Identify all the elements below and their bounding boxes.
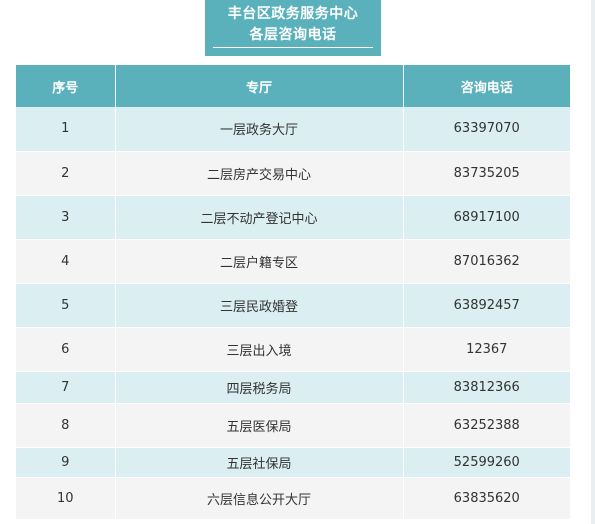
table-row: 7 四层税务局 83812366 [16, 371, 570, 404]
table-header-row: 序号 专厅 咨询电话 [16, 65, 570, 107]
cell-index: 4 [16, 239, 116, 284]
title-banner: 丰台区政务服务中心 各层咨询电话 [205, 0, 381, 56]
table-row: 9 五层社保局 52599260 [16, 447, 570, 478]
cell-index: 10 [16, 477, 116, 520]
table-row: 10 六层信息公开大厅 63835620 [16, 477, 570, 520]
cell-hall: 六层信息公开大厅 [115, 477, 404, 520]
table-body: 1 一层政务大厅 63397070 2 二层房产交易中心 83735205 3 … [16, 107, 570, 520]
cell-phone: 87016362 [403, 239, 570, 284]
table-row: 2 二层房产交易中心 83735205 [16, 151, 570, 196]
cell-phone: 83735205 [403, 151, 570, 196]
table-row: 5 三层民政婚登 63892457 [16, 283, 570, 328]
table-row: 3 二层不动产登记中心 68917100 [16, 195, 570, 240]
cell-index: 1 [16, 107, 116, 152]
cell-phone: 63397070 [403, 107, 570, 152]
cell-index: 9 [16, 447, 116, 478]
cell-index: 2 [16, 151, 116, 196]
table-row: 8 五层医保局 63252388 [16, 403, 570, 448]
cell-index: 8 [16, 403, 116, 448]
title-divider [213, 47, 373, 48]
header-hall: 专厅 [115, 65, 404, 107]
cell-index: 5 [16, 283, 116, 328]
phone-table: 序号 专厅 咨询电话 1 一层政务大厅 63397070 2 二层房产交易中心 … [16, 65, 570, 520]
cell-hall: 三层出入境 [115, 327, 404, 372]
page-subtitle: 各层咨询电话 [249, 27, 337, 43]
cell-hall: 二层不动产登记中心 [115, 195, 404, 240]
page-title: 丰台区政务服务中心 [227, 6, 359, 22]
cell-index: 7 [16, 371, 116, 404]
phone-table-container: 序号 专厅 咨询电话 1 一层政务大厅 63397070 2 二层房产交易中心 … [16, 65, 570, 520]
cell-index: 3 [16, 195, 116, 240]
cell-hall: 四层税务局 [115, 371, 404, 404]
cell-phone: 63835620 [403, 477, 570, 520]
cell-hall: 五层医保局 [115, 403, 404, 448]
header-index: 序号 [16, 65, 116, 107]
table-row: 4 二层户籍专区 87016362 [16, 239, 570, 284]
cell-phone: 52599260 [403, 447, 570, 478]
cell-phone: 68917100 [403, 195, 570, 240]
cell-phone: 63892457 [403, 283, 570, 328]
cell-phone: 63252388 [403, 403, 570, 448]
header-phone: 咨询电话 [403, 65, 570, 107]
cell-hall: 五层社保局 [115, 447, 404, 478]
cell-hall: 二层户籍专区 [115, 239, 404, 284]
right-edge-strip [591, 0, 595, 524]
cell-hall: 一层政务大厅 [115, 107, 404, 152]
table-row: 1 一层政务大厅 63397070 [16, 107, 570, 152]
table-row: 6 三层出入境 12367 [16, 327, 570, 372]
cell-hall: 二层房产交易中心 [115, 151, 404, 196]
cell-phone: 12367 [403, 327, 570, 372]
cell-index: 6 [16, 327, 116, 372]
cell-hall: 三层民政婚登 [115, 283, 404, 328]
cell-phone: 83812366 [403, 371, 570, 404]
